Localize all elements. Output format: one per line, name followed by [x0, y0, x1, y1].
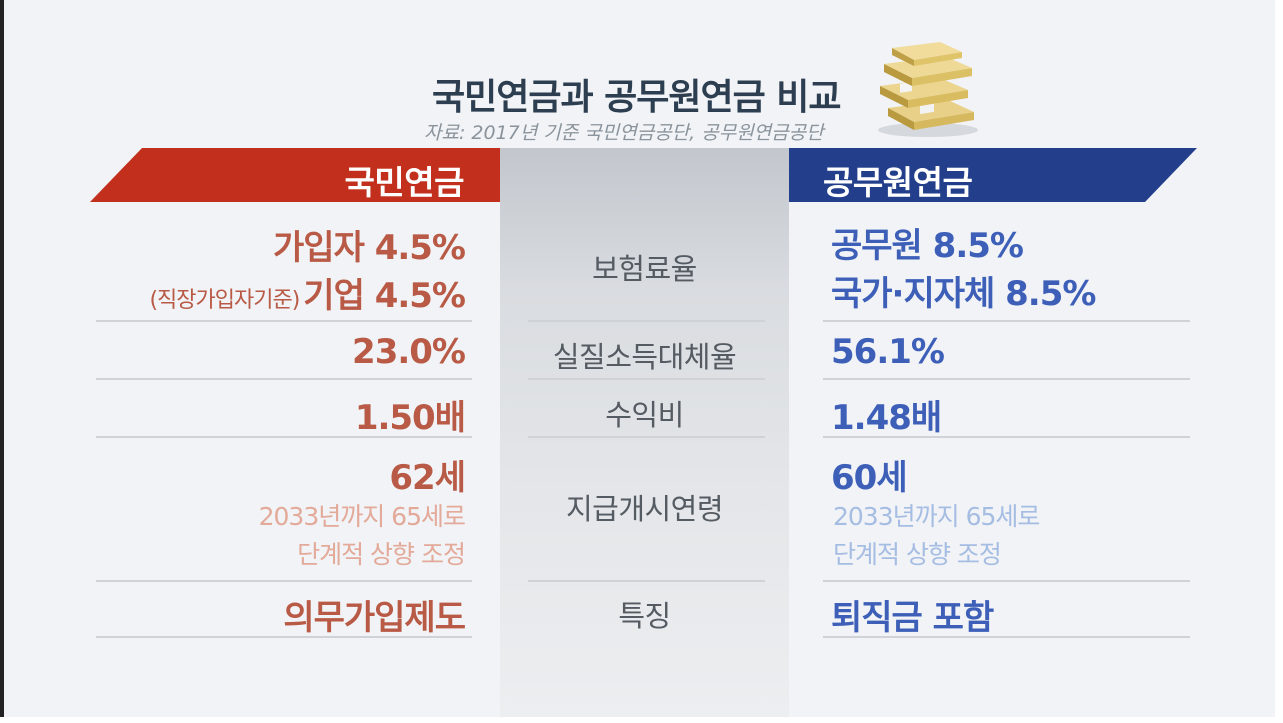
national-payout-age-note-2: 단계적 상향 조정 — [297, 540, 466, 569]
contribution-basis-note: (직장가입자기준) — [149, 288, 300, 313]
money-stack-icon — [870, 42, 982, 138]
divider — [96, 436, 472, 438]
civil-payout-age-note-2: 단계적 상향 조정 — [833, 540, 1002, 569]
frame-edge-bottom — [0, 717, 1283, 723]
national-pension-label: 국민연금 — [344, 163, 465, 202]
divider — [96, 580, 472, 582]
civil-contribution-government: 국가·지자체 8.5% — [831, 274, 1096, 314]
row-label-payout-age: 지급개시연령 — [565, 492, 724, 526]
national-contribution-member: 가입자 4.5% — [273, 228, 466, 268]
civil-feature: 퇴직금 포함 — [831, 598, 994, 638]
national-replacement-rate: 23.0% — [352, 332, 466, 372]
source-note: 자료: 2017년 기준 국민연금공단, 공무원연금공단 — [424, 122, 824, 144]
row-label-feature: 특징 — [618, 599, 671, 633]
divider — [823, 436, 1190, 438]
civil-benefit-ratio: 1.48배 — [831, 398, 942, 438]
civil-payout-age-note-1: 2033년까지 65세로 — [833, 502, 1040, 531]
divider — [96, 320, 472, 322]
civil-servant-pension-label: 공무원연금 — [823, 163, 973, 202]
row-label-benefit-ratio: 수익비 — [605, 398, 684, 432]
center-category-column — [500, 148, 789, 723]
national-payout-age: 62세 — [389, 458, 466, 498]
divider — [96, 378, 472, 380]
row-label-contribution-rate: 보험료율 — [592, 252, 697, 286]
divider — [96, 636, 472, 638]
civil-replacement-rate: 56.1% — [831, 332, 945, 372]
national-feature: 의무가입제도 — [283, 598, 466, 638]
divider — [823, 320, 1190, 322]
national-benefit-ratio: 1.50배 — [354, 398, 466, 438]
divider — [528, 436, 765, 438]
civil-servant-pension-banner: 공무원연금 — [789, 148, 1197, 202]
divider — [528, 320, 765, 322]
divider — [528, 580, 765, 582]
divider — [823, 580, 1190, 582]
divider — [823, 636, 1190, 638]
national-pension-banner: 국민연금 — [90, 148, 500, 202]
page-title: 국민연금과 공무원연금 비교 — [432, 77, 842, 118]
row-label-replacement-rate: 실질소득대체율 — [552, 340, 737, 374]
divider — [823, 378, 1190, 380]
national-contribution-employer-value: 기업 4.5% — [303, 276, 466, 316]
frame-edge-right — [1275, 0, 1283, 723]
civil-payout-age: 60세 — [831, 458, 908, 498]
divider — [528, 378, 765, 380]
civil-contribution-servant: 공무원 8.5% — [831, 226, 1024, 266]
national-payout-age-note-1: 2033년까지 65세로 — [258, 502, 466, 531]
national-contribution-employer: (직장가입자기준) 기업 4.5% — [149, 268, 466, 317]
